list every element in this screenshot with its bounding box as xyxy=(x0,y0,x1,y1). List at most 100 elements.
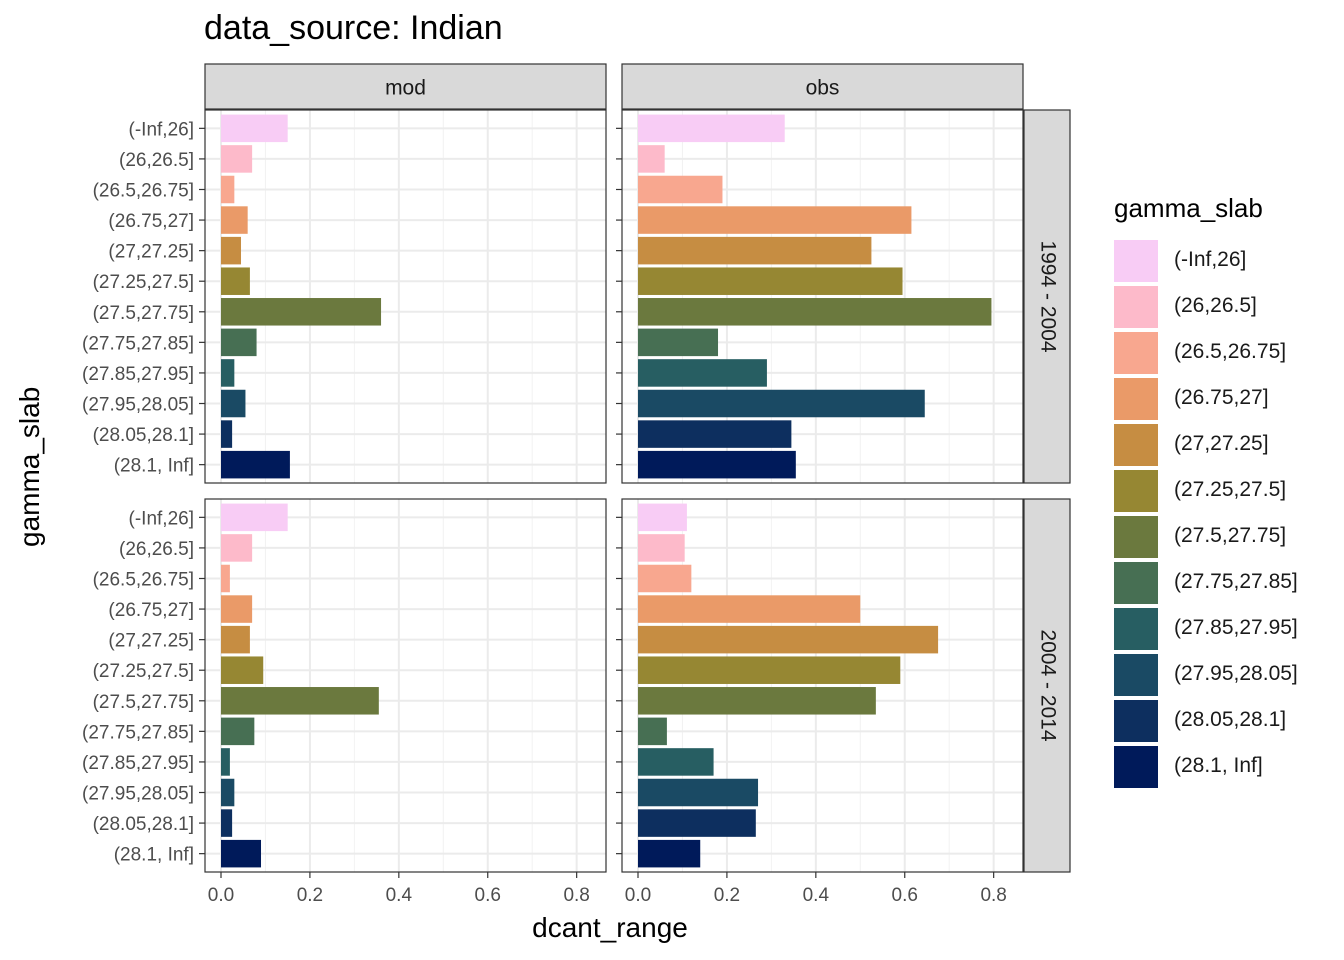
y-tick-label: (28.05,28.1] xyxy=(93,814,194,835)
x-tick-label: 0.4 xyxy=(386,885,413,906)
bar xyxy=(221,625,250,654)
bar xyxy=(638,717,667,746)
y-tick-label: (27,27.25] xyxy=(108,242,194,263)
facet-strip-mod xyxy=(204,63,607,110)
bar xyxy=(638,595,861,623)
facet-strip-row-label: 1994 - 2004 xyxy=(1036,240,1059,352)
bar xyxy=(638,687,876,715)
y-tick-label: (26.75,27] xyxy=(108,600,194,621)
legend-key xyxy=(1114,286,1158,328)
y-tick-label: (27.5,27.75] xyxy=(93,692,194,713)
x-tick-label: 0.0 xyxy=(208,885,234,906)
legend-item: (27,27.25] xyxy=(1114,422,1269,468)
panel-border xyxy=(621,498,1024,873)
facet-strip-obs xyxy=(621,63,1024,110)
bar xyxy=(638,236,872,265)
bar xyxy=(221,595,253,623)
bar xyxy=(638,267,903,295)
y-tick-label: (26,26.5] xyxy=(119,150,194,171)
legend-label: (27.95,28.05] xyxy=(1174,662,1298,685)
bar xyxy=(221,420,233,448)
panel-border xyxy=(204,109,607,484)
bar xyxy=(221,298,382,326)
bar xyxy=(221,656,264,684)
legend-key xyxy=(1114,332,1158,374)
legend-label: (27.75,27.85] xyxy=(1174,570,1298,593)
bar xyxy=(221,839,262,868)
legend-key xyxy=(1114,746,1158,788)
y-tick-label: (27.95,28.05] xyxy=(82,784,194,805)
bar xyxy=(221,389,246,418)
bar xyxy=(221,717,255,746)
legend-label: (26.75,27] xyxy=(1174,386,1269,409)
bar xyxy=(638,809,756,837)
legend-label: (26.5,26.75] xyxy=(1174,340,1287,363)
bar xyxy=(638,175,723,204)
legend-item: (28.05,28.1] xyxy=(1114,698,1286,744)
bar xyxy=(638,298,992,326)
y-tick-label: (-Inf,26] xyxy=(129,119,194,140)
legend-item: (-Inf,26] xyxy=(1114,238,1263,284)
bar xyxy=(221,748,230,776)
legend-item: (27.95,28.05] xyxy=(1114,652,1298,698)
x-tick-label: 0.2 xyxy=(297,885,323,906)
y-tick-label: (27.85,27.95] xyxy=(82,364,194,385)
legend-label: (27.85,27.95] xyxy=(1174,616,1298,639)
legend-label: (27.25,27.5] xyxy=(1174,478,1287,501)
y-tick-label: (27.25,27.5] xyxy=(93,661,194,682)
y-tick-label: (-Inf,26] xyxy=(129,508,194,529)
bar xyxy=(221,145,253,173)
y-tick-label: (26.5,26.75] xyxy=(93,569,194,590)
x-tick-label: 0.6 xyxy=(892,885,918,906)
y-tick-label: (26,26.5] xyxy=(119,539,194,560)
facet-strip-row-2 xyxy=(1023,498,1071,873)
bar xyxy=(638,656,901,684)
bar xyxy=(638,778,759,807)
bar xyxy=(221,267,250,295)
y-tick-label: (27.75,27.85] xyxy=(82,333,194,354)
bar xyxy=(221,236,242,265)
y-tick-label: (27.95,28.05] xyxy=(82,395,194,416)
legend-label: (27.5,27.75] xyxy=(1174,524,1287,547)
legend-label: (28.05,28.1] xyxy=(1174,708,1287,731)
x-axis-title: dcant_range xyxy=(532,912,688,943)
bar xyxy=(638,328,719,357)
legend-item: (26,26.5] xyxy=(1114,284,1263,330)
bar xyxy=(638,359,767,387)
legend-item: (27.5,27.75] xyxy=(1114,514,1286,560)
legend-item: (26.5,26.75] xyxy=(1114,330,1286,376)
x-tick-label: 0.0 xyxy=(625,885,651,906)
x-tick-label: 0.6 xyxy=(475,885,501,906)
panel-background xyxy=(205,499,606,872)
y-tick-label: (27,27.25] xyxy=(108,631,194,652)
chart-title: data_source: Indian xyxy=(204,9,503,47)
legend-label: (27,27.25] xyxy=(1174,432,1269,455)
bar xyxy=(221,687,379,715)
bar xyxy=(638,450,796,479)
x-tick-label: 0.8 xyxy=(980,885,1006,906)
bar xyxy=(221,206,248,234)
legend-key xyxy=(1114,700,1158,742)
bar xyxy=(638,564,692,593)
x-tick-label: 0.2 xyxy=(714,885,740,906)
bar xyxy=(221,175,235,204)
bar xyxy=(638,206,912,234)
y-tick-label: (28.1, Inf] xyxy=(114,845,194,866)
bar xyxy=(221,503,288,532)
bar xyxy=(221,809,233,837)
legend-label: (26,26.5] xyxy=(1174,294,1257,317)
bar xyxy=(638,534,685,562)
legend-item: (28.1, Inf] xyxy=(1114,744,1263,790)
legend-items: (-Inf,26] (26,26.5] (26.5,26.75] (26.75,27]… xyxy=(1114,238,1298,790)
bar xyxy=(638,145,665,173)
bar xyxy=(221,450,290,479)
x-tick-label: 0.4 xyxy=(803,885,830,906)
bar xyxy=(638,748,714,776)
legend-key xyxy=(1114,654,1158,696)
y-tick-label: (27.75,27.85] xyxy=(82,722,194,743)
bar xyxy=(638,389,925,418)
bar xyxy=(638,114,785,143)
legend-item: (27.25,27.5] xyxy=(1114,468,1286,514)
legend-key xyxy=(1114,562,1158,604)
